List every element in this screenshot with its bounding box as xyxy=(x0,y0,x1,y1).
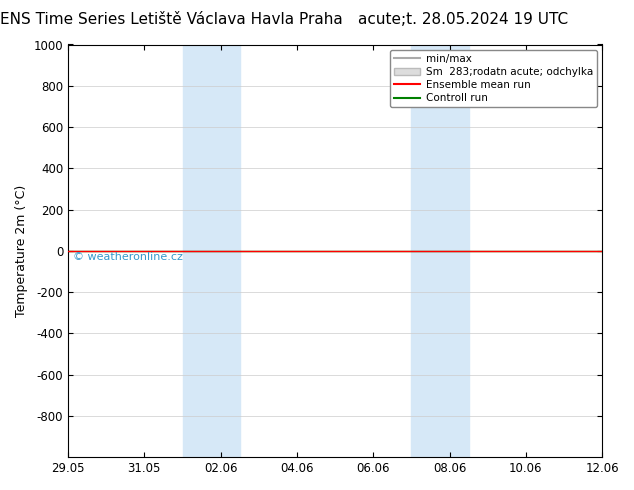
Bar xyxy=(411,45,469,457)
Text: acute;t. 28.05.2024 19 UTC: acute;t. 28.05.2024 19 UTC xyxy=(358,12,568,27)
Text: © weatheronline.cz: © weatheronline.cz xyxy=(74,252,183,262)
Y-axis label: Temperature 2m (°C): Temperature 2m (°C) xyxy=(15,185,28,317)
Bar xyxy=(183,45,240,457)
Legend: min/max, Sm  283;rodatn acute; odchylka, Ensemble mean run, Controll run: min/max, Sm 283;rodatn acute; odchylka, … xyxy=(390,49,597,107)
Text: ENS Time Series Letiště Václava Havla Praha: ENS Time Series Letiště Václava Havla Pr… xyxy=(0,12,342,27)
